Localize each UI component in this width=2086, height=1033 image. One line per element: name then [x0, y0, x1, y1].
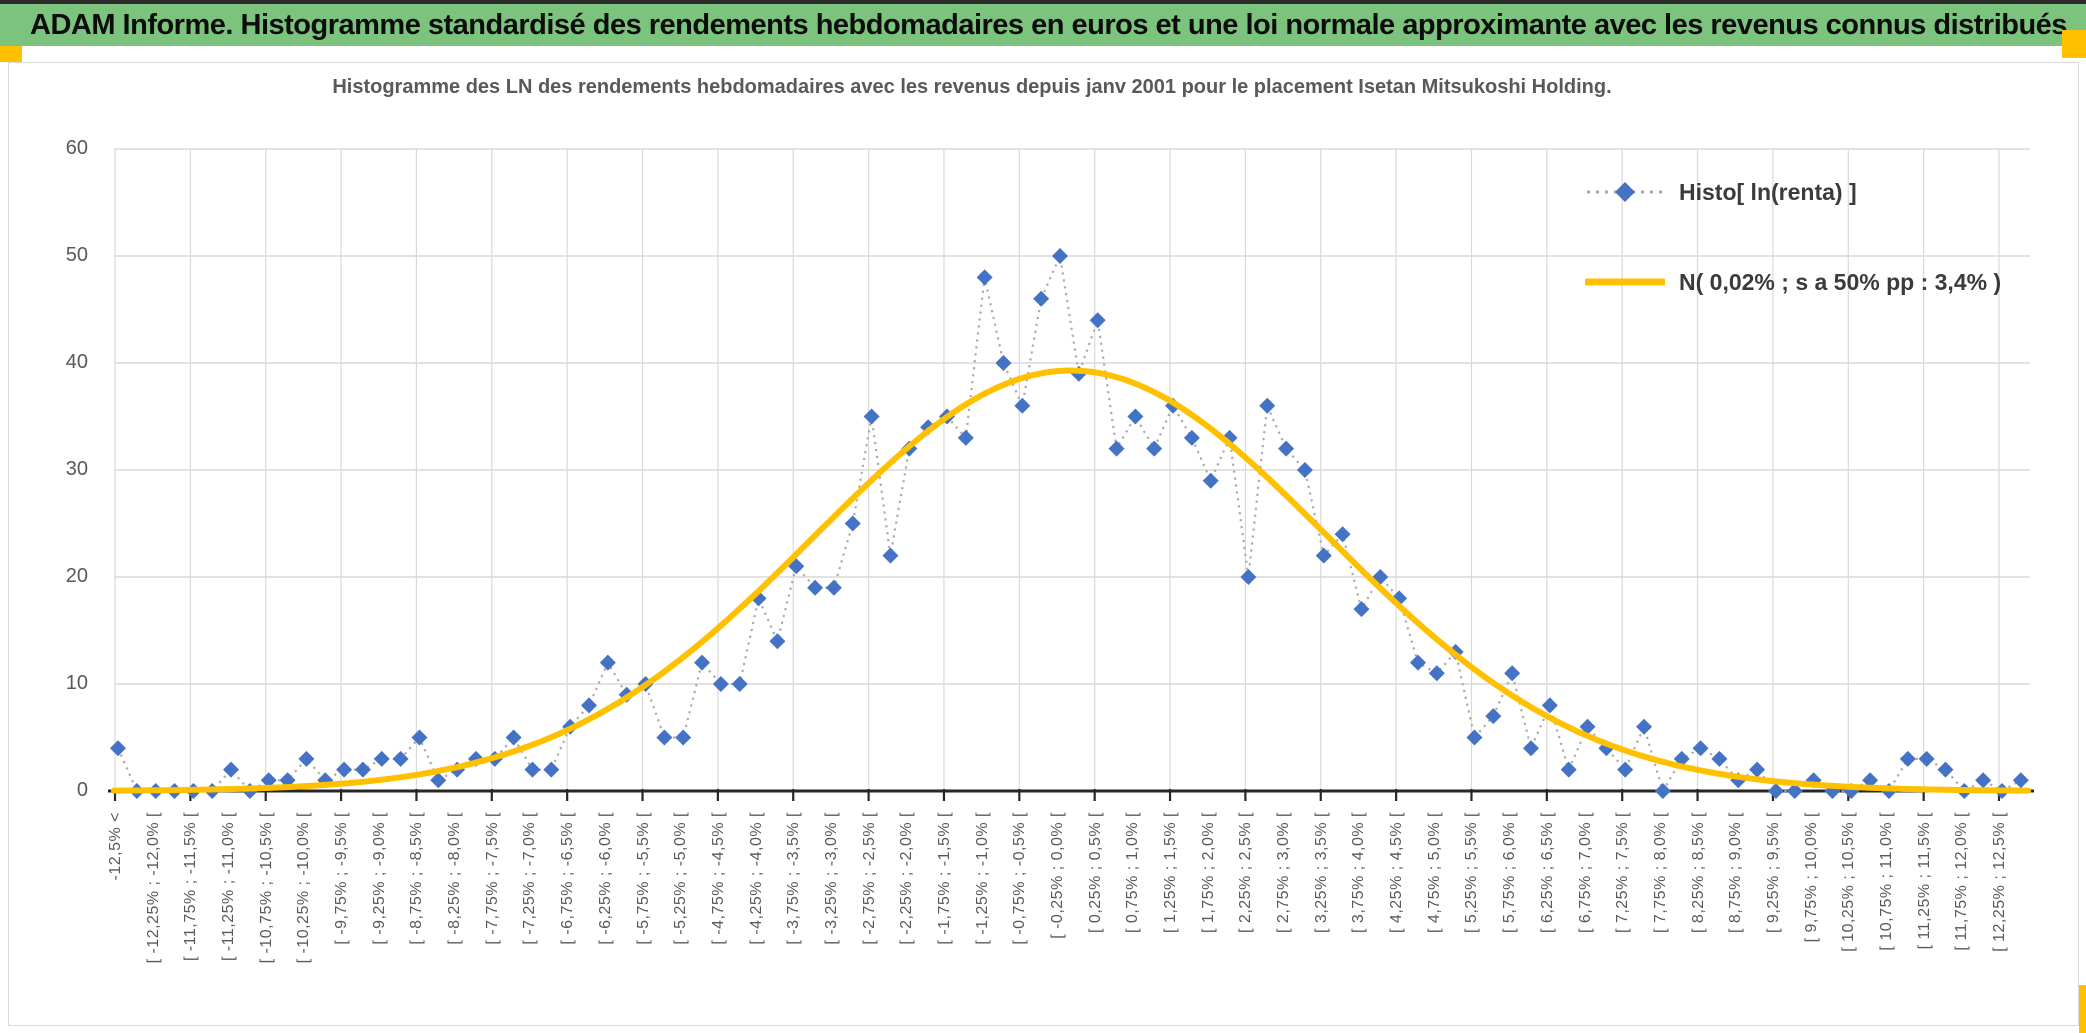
- x-axis-tick-label: [ 4,25% ; 4,5% [: [1388, 812, 1406, 933]
- x-axis-tick-label: [ -4,75% ; -4,5% [: [709, 812, 727, 945]
- x-axis-tick-label: [ -12,25% ; -12,0% [: [144, 812, 162, 964]
- y-axis-tick-label: 10: [65, 672, 88, 694]
- x-axis-tick-label: [ 1,75% ; 2,0% [: [1199, 812, 1217, 933]
- x-axis-tick-label: [ -3,25% ; -3,0% [: [822, 812, 840, 945]
- x-axis-tick-label: [ -11,25% ; -11,0% [: [220, 812, 238, 962]
- x-axis-tick-label: [ -6,25% ; -6,0% [: [596, 812, 614, 945]
- x-axis-tick-label: [ 7,75% ; 8,0% [: [1651, 812, 1669, 933]
- x-axis-tick-label: [ 9,25% ; 9,5% [: [1764, 812, 1782, 933]
- x-axis-tick-label: [ 8,75% ; 9,0% [: [1727, 812, 1745, 933]
- y-axis-tick-label: 50: [65, 244, 88, 266]
- x-axis-tick-label: [ -5,75% ; -5,5% [: [634, 812, 652, 945]
- legend-item-histo[interactable]: Histo[ ln(renta) ]: [1585, 168, 2055, 216]
- y-axis-tick-label: 40: [65, 351, 88, 373]
- x-axis-tick-label: [ -10,25% ; -10,0% [: [295, 812, 313, 964]
- x-axis-tick-label: [ 7,25% ; 7,5% [: [1614, 812, 1632, 933]
- banner-title: ADAM Informe. Histogramme standardisé de…: [30, 8, 2067, 41]
- x-axis-tick-label: [ 5,25% ; 5,5% [: [1463, 812, 1481, 933]
- histo-series-marker-icon: [1587, 182, 1663, 202]
- x-axis-tick-label: [ -1,75% ; -1,5% [: [935, 812, 953, 945]
- selection-handle-left: [0, 46, 22, 62]
- chart-legend: Histo[ ln(renta) ] N( 0,02% ; s a 50% pp…: [1585, 168, 2055, 348]
- x-axis-tick-label: [ 0,75% ; 1,0% [: [1124, 812, 1142, 933]
- selection-handle-right: [2062, 30, 2086, 58]
- x-axis-tick-label: [ -2,75% ; -2,5% [: [860, 812, 878, 945]
- y-axis-tick-label: 60: [65, 137, 88, 159]
- x-axis-tick-label: [ 4,75% ; 5,0% [: [1425, 812, 1443, 933]
- x-axis-tick-label: [ -0,75% ; -0,5% [: [1011, 812, 1029, 945]
- x-axis-tick-label: [ 10,25% ; 10,5% [: [1840, 812, 1858, 952]
- x-axis-tick-label: [ 6,25% ; 6,5% [: [1538, 812, 1556, 933]
- x-axis-tick-label: [ 3,75% ; 4,0% [: [1350, 812, 1368, 933]
- legend-label-normal: N( 0,02% ; s a 50% pp : 3,4% ): [1679, 268, 2002, 295]
- x-axis-tick-label: [ 6,75% ; 7,0% [: [1576, 812, 1594, 933]
- x-axis-tick-label: [ 11,75% ; 12,0% [: [1953, 812, 1971, 951]
- x-axis-tick-label: [ 2,25% ; 2,5% [: [1237, 812, 1255, 933]
- x-axis-tick-label: [ 1,25% ; 1,5% [: [1162, 812, 1180, 933]
- x-axis-tick-label: [ -3,75% ; -3,5% [: [785, 812, 803, 945]
- x-axis-tick-label: [ 10,75% ; 11,0% [: [1877, 812, 1895, 951]
- x-axis-tick-label: [ -8,75% ; -8,5% [: [408, 812, 426, 945]
- x-axis-tick-label: [ -6,75% ; -6,5% [: [559, 812, 577, 945]
- x-axis-tick-label: [ -2,25% ; -2,0% [: [898, 812, 916, 945]
- normal-series-marker-icon: [1585, 278, 1665, 286]
- banner: ADAM Informe. Histogramme standardisé de…: [0, 0, 2086, 46]
- chart-title: Histogramme des LN des rendements hebdom…: [332, 76, 1612, 98]
- x-axis-tick-label: [ 0,25% ; 0,5% [: [1086, 812, 1104, 933]
- x-axis-tick-label: [ -11,75% ; -11,5% [: [182, 812, 200, 962]
- x-axis-tick-label: [ 8,25% ; 8,5% [: [1689, 812, 1707, 933]
- x-axis-tick-label: [ -7,75% ; -7,5% [: [483, 812, 501, 945]
- x-axis-tick-label: [ 9,75% ; 10,0% [: [1802, 812, 1820, 943]
- x-axis-tick-label: [ 5,75% ; 6,0% [: [1501, 812, 1519, 933]
- legend-label-histo: Histo[ ln(renta) ]: [1679, 178, 1857, 205]
- x-axis-tick-label: [ -0,25% ; 0,0% [: [1049, 812, 1066, 939]
- legend-item-normal[interactable]: N( 0,02% ; s a 50% pp : 3,4% ): [1585, 258, 2055, 306]
- y-axis-tick-label: 0: [76, 779, 88, 801]
- x-axis-tick-label: [ -7,25% ; -7,0% [: [521, 812, 539, 945]
- y-axis-tick-label: 30: [65, 458, 88, 480]
- x-axis-tick-label: [ -5,25% ; -5,0% [: [672, 812, 690, 945]
- x-axis-tick-label: [ 11,25% ; 11,5% [: [1915, 812, 1933, 950]
- x-axis-tick-label: [ 3,25% ; 3,5% [: [1312, 812, 1330, 933]
- x-axis-tick-label: [ 12,25% ; 12,5% [: [1991, 812, 2008, 952]
- x-axis-tick-label: [ -9,25% ; -9,0% [: [370, 812, 388, 945]
- selection-handle-bottom-right: [2079, 985, 2086, 1033]
- x-axis-tick-label: [ -10,75% ; -10,5% [: [257, 812, 275, 964]
- x-axis-tick-label: -12,5% <: [107, 812, 124, 881]
- y-axis-tick-label: 20: [65, 565, 88, 587]
- x-axis-tick-label: [ -8,25% ; -8,0% [: [446, 812, 464, 945]
- x-axis-tick-label: [ -4,25% ; -4,0% [: [747, 812, 765, 945]
- x-axis-tick-label: [ -9,75% ; -9,5% [: [333, 812, 351, 945]
- x-axis-tick-label: [ 2,75% ; 3,0% [: [1275, 812, 1293, 933]
- x-axis-tick-label: [ -1,25% ; -1,0% [: [973, 812, 991, 945]
